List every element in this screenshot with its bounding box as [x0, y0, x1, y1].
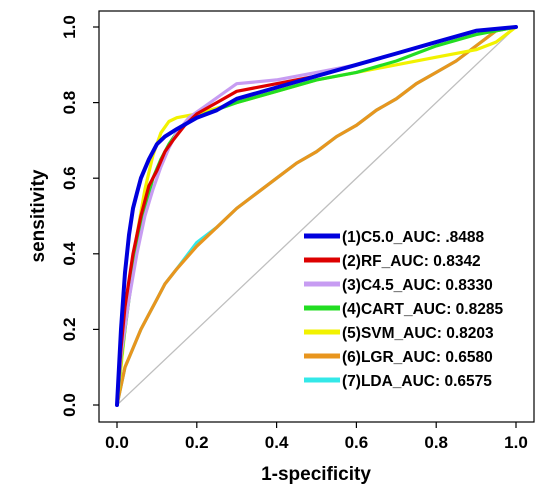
series-line-6: [115, 25, 518, 407]
y-tick-label: 1.0: [60, 15, 79, 39]
y-tick-label: 0.0: [60, 393, 79, 417]
x-tick-label: 0.8: [424, 433, 448, 452]
reference-diagonal-group: [116, 26, 517, 406]
x-tick-label: 1.0: [504, 433, 528, 452]
reference-diagonal-line: [116, 26, 517, 406]
y-tick-label: 0.6: [60, 166, 79, 190]
plot-frame: [98, 10, 535, 423]
x-tick-label: 0.0: [105, 433, 129, 452]
legend-label-4: (4)CART_AUC: 0.8285: [342, 301, 503, 318]
x-axis-title: 1-specificity: [261, 464, 371, 485]
series-group: [115, 25, 518, 407]
x-tick-label: 0.6: [345, 433, 369, 452]
legend-label-7: (7)LDA_AUC: 0.6575: [342, 373, 492, 390]
y-tick-label: 0.4: [60, 241, 79, 265]
x-tick-label: 0.2: [185, 433, 209, 452]
axes-group: 0.0 0.2 0.4 0.6 0.8 1.0 0.0 0.2 0.4 0.6 0.8 1.0: [60, 15, 528, 452]
legend-label-1: (1)C5.0_AUC: .8488: [342, 229, 485, 246]
y-tick-label: 0.8: [60, 91, 79, 115]
legend-label-2: (2)RF_AUC: 0.8342: [342, 253, 481, 270]
legend-label-5: (5)SVM_AUC: 0.8203: [342, 325, 494, 342]
legend-label-6: (6)LGR_AUC: 0.6580: [342, 349, 493, 366]
y-axis-title: sensitivity: [28, 169, 49, 262]
legend: (1)C5.0_AUC: .8488 (2)RF_AUC: 0.8342 (3)C4…: [304, 229, 503, 390]
series-line-1: [115, 25, 518, 407]
legend-label-3: (3)C4.5_AUC: 0.8330: [342, 277, 493, 294]
y-tick-label: 0.2: [60, 318, 79, 342]
x-tick-label: 0.4: [265, 433, 289, 452]
